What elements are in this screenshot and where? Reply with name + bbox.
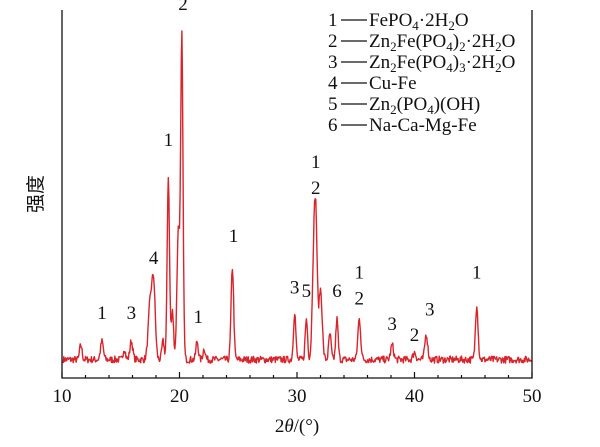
peak-label: 1 <box>472 263 482 284</box>
legend-label: Zn2Fe(PO4)2·2H2O <box>369 31 515 54</box>
peak-label: 1 <box>164 130 174 151</box>
x-tick-label: 10 <box>53 386 72 407</box>
legend-item: 2 Zn2Fe(PO4)2·2H2O <box>328 31 515 54</box>
peak-label: 1 <box>194 307 204 328</box>
x-axis-title-num: 2 <box>275 416 285 437</box>
peak-label: 2 <box>311 178 321 199</box>
x-tick-label: 20 <box>170 386 189 407</box>
xrd-spectrum-line <box>62 30 533 364</box>
peak-label: 4 <box>149 248 159 269</box>
peak-label: 3 <box>425 299 435 320</box>
peak-labels: 1341121135126123231 <box>97 0 481 346</box>
legend-number: 3 <box>328 52 338 73</box>
peak-label: 2 <box>410 325 420 346</box>
peak-label: 6 <box>332 281 342 302</box>
peak-label: 5 <box>302 281 312 302</box>
peak-label: 1 <box>355 263 365 284</box>
peak-label: 3 <box>290 277 300 298</box>
y-axis-title: 强度 <box>25 175 47 213</box>
peak-label: 2 <box>355 288 365 309</box>
peak-label: 2 <box>178 0 188 15</box>
x-axis-title-var: θ <box>284 416 293 437</box>
x-tick-label: 40 <box>405 386 424 407</box>
peak-label: 1 <box>229 226 239 247</box>
legend-label: Zn2Fe(PO4)3·2H2O <box>369 52 515 75</box>
legend-label: FePO4·2H2O <box>369 10 469 33</box>
peak-label: 1 <box>311 152 321 173</box>
legend-number: 6 <box>328 115 338 136</box>
legend: 1 FePO4·2H2O 2 Zn2Fe(PO4)2·2H2O 3 Zn2Fe(PO4)3… <box>328 10 515 136</box>
legend-label: Na-Ca-Mg-Fe <box>369 115 477 136</box>
legend-number: 4 <box>328 73 338 94</box>
legend-item: 1 FePO4·2H2O <box>328 10 469 33</box>
legend-item: 3 Zn2Fe(PO4)3·2H2O <box>328 52 515 75</box>
legend-number: 1 <box>328 10 338 31</box>
peak-label: 3 <box>127 303 137 324</box>
legend-label: Zn2(PO4)(OH) <box>369 94 480 117</box>
peak-label: 3 <box>387 314 397 335</box>
legend-label: Cu-Fe <box>369 73 417 94</box>
x-ticks: 10 20 30 40 50 <box>53 372 542 407</box>
legend-item: 4 Cu-Fe <box>328 73 417 94</box>
legend-number: 2 <box>328 31 338 52</box>
x-tick-label: 30 <box>288 386 307 407</box>
x-axis-title: 2θ/(°) <box>275 416 319 437</box>
x-axis-title-unit: /(°) <box>294 416 320 437</box>
legend-number: 5 <box>328 94 338 115</box>
legend-item: 6 Na-Ca-Mg-Fe <box>328 115 477 136</box>
x-tick-label: 50 <box>523 386 542 407</box>
legend-item: 5 Zn2(PO4)(OH) <box>328 94 480 117</box>
peak-label: 1 <box>97 303 107 324</box>
